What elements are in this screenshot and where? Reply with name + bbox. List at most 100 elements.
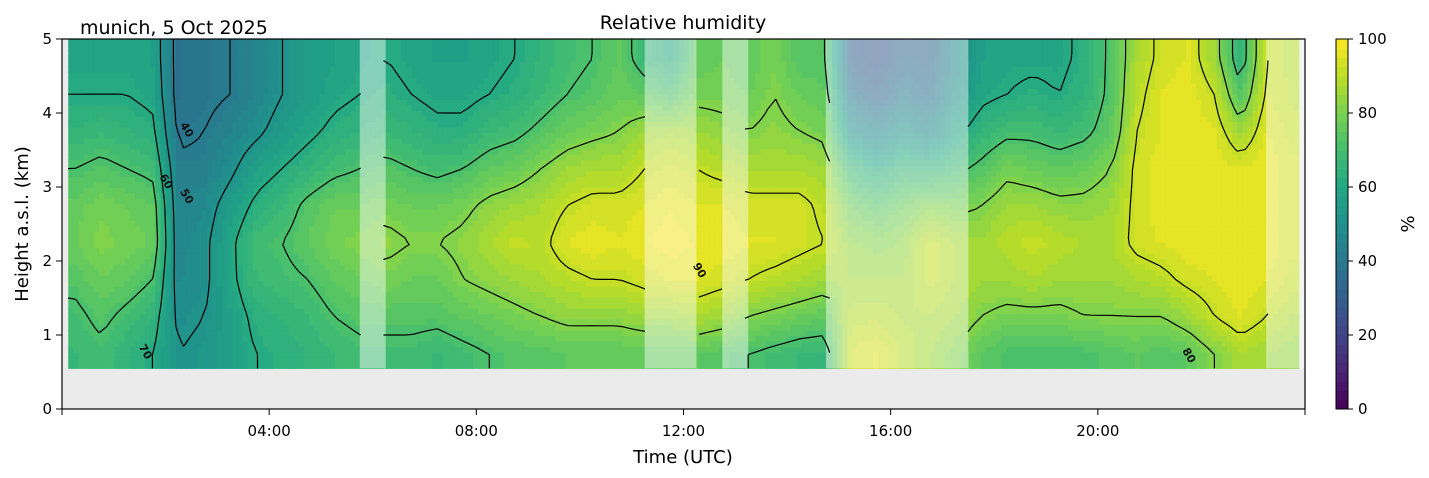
heatmap-cell	[314, 71, 321, 79]
heatmap-cell	[329, 148, 336, 155]
heatmap-cell	[73, 335, 80, 342]
heatmap-cell	[283, 231, 290, 238]
heatmap-cell	[186, 44, 192, 51]
heatmap-cell	[380, 165, 387, 172]
heatmap-cell	[422, 362, 428, 369]
heatmap-cell	[273, 346, 280, 353]
heatmap-cell	[155, 209, 162, 216]
heatmap-cell	[257, 346, 264, 353]
heatmap-cell	[165, 99, 172, 106]
heatmap-cell	[401, 285, 408, 293]
heatmap-cell	[98, 258, 105, 265]
heatmap-cell	[422, 55, 428, 62]
heatmap-cell	[109, 99, 115, 106]
heatmap-cell	[416, 60, 423, 68]
heatmap-cell	[452, 236, 459, 243]
heatmap-cell	[114, 44, 121, 51]
heatmap-cell	[191, 88, 197, 95]
heatmap-cell	[278, 231, 285, 238]
heatmap-cell	[283, 115, 290, 122]
heatmap-cell	[324, 115, 331, 122]
heatmap-cell	[427, 269, 433, 276]
heatmap-cell	[350, 121, 356, 128]
heatmap-cell	[488, 104, 495, 111]
heatmap-cell	[319, 264, 326, 271]
heatmap-cell	[273, 362, 280, 369]
heatmap-cell	[442, 154, 449, 161]
heatmap-cell	[129, 329, 136, 336]
heatmap-cell	[463, 198, 469, 205]
heatmap-cell	[104, 93, 110, 100]
heatmap-cell	[181, 269, 187, 276]
heatmap-cell	[380, 214, 387, 221]
heatmap-cell	[288, 275, 295, 282]
heatmap-cell	[150, 44, 156, 51]
heatmap-cell	[165, 110, 172, 117]
heatmap-cell	[124, 148, 131, 155]
heatmap-cell	[68, 258, 74, 265]
heatmap-cell	[104, 143, 110, 150]
heatmap-cell	[196, 44, 203, 51]
heatmap-cell	[401, 110, 408, 117]
heatmap-cell	[201, 159, 208, 166]
heatmap-cell	[268, 44, 274, 51]
heatmap-cell	[319, 99, 326, 106]
heatmap-cell	[242, 258, 249, 265]
heatmap-cell	[252, 253, 259, 260]
heatmap-cell	[452, 176, 459, 183]
heatmap-cell	[145, 88, 151, 95]
heatmap-cell	[109, 159, 115, 166]
heatmap-cell	[452, 214, 459, 221]
heatmap-cell	[447, 181, 454, 188]
heatmap-cell	[145, 99, 151, 106]
heatmap-cell	[452, 170, 459, 177]
heatmap-cell	[452, 264, 459, 271]
heatmap-cell	[165, 126, 172, 133]
heatmap-cell	[196, 291, 203, 298]
heatmap-cell	[365, 280, 372, 287]
heatmap-cell	[211, 302, 218, 309]
heatmap-cell	[473, 82, 480, 89]
heatmap-cell	[211, 313, 218, 320]
heatmap-cell	[216, 154, 223, 161]
heatmap-cell	[493, 351, 500, 358]
heatmap-cell	[473, 231, 480, 238]
heatmap-cell	[134, 296, 141, 304]
heatmap-cell	[211, 253, 218, 260]
heatmap-cell	[124, 88, 131, 95]
heatmap-cell	[78, 362, 85, 369]
heatmap-cell	[73, 121, 80, 128]
heatmap-cell	[263, 351, 269, 358]
heatmap-cell	[201, 220, 208, 227]
heatmap-cell	[83, 110, 90, 117]
heatmap-cell	[463, 214, 469, 221]
heatmap-cell	[104, 280, 110, 287]
heatmap-cell	[380, 203, 387, 210]
heatmap-cell	[201, 231, 208, 238]
heatmap-cell	[278, 170, 285, 177]
heatmap-cell	[98, 269, 105, 276]
heatmap-cell	[247, 307, 254, 315]
heatmap-cell	[119, 39, 126, 46]
heatmap-cell	[360, 66, 367, 73]
heatmap-cell	[370, 143, 377, 150]
heatmap-cell	[237, 318, 244, 325]
heatmap-cell	[288, 264, 295, 271]
heatmap-cell	[263, 313, 269, 320]
heatmap-cell	[237, 302, 244, 309]
heatmap-cell	[191, 82, 197, 89]
heatmap-cell	[309, 126, 315, 133]
heatmap-cell	[309, 99, 315, 106]
heatmap-cell	[181, 71, 187, 79]
heatmap-cell	[201, 77, 208, 84]
heatmap-cell	[380, 126, 387, 133]
heatmap-cell	[170, 357, 177, 364]
heatmap-cell	[365, 329, 372, 336]
heatmap-cell	[268, 346, 274, 353]
heatmap-cell	[109, 192, 115, 199]
heatmap-cell	[68, 104, 74, 111]
heatmap-cell	[273, 247, 280, 254]
heatmap-cell	[119, 82, 126, 89]
heatmap-cell	[68, 209, 74, 216]
heatmap-cell	[150, 55, 156, 62]
